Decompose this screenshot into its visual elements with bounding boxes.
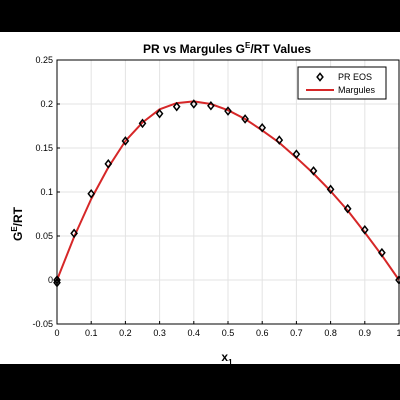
x-axis-label: x1 (221, 350, 233, 364)
chart-svg: PR vs Margules GE/RT Values 0 0.1 0.2 0.3 0.… (10, 41, 400, 364)
legend-label: Margules (338, 85, 376, 95)
pr-eos-data-point (87, 188, 96, 199)
y-tick-label: 0 (48, 275, 53, 285)
pr-eos-data-point (275, 135, 284, 145)
legend-label: PR EOS (338, 72, 372, 82)
legend-box (297, 66, 387, 100)
pr-eos-data-point (189, 99, 198, 109)
x-tick-label: 0.2 (119, 328, 132, 338)
x-tick-label: 0.9 (359, 328, 372, 338)
y-tick-label: -0.05 (32, 319, 53, 329)
pr-eos-data-point (241, 114, 249, 124)
pr-eos-data-point (138, 118, 147, 129)
margules-series-line (56, 100, 400, 281)
x-tick-label: 0 (54, 328, 59, 338)
pr-eos-data-point (172, 101, 181, 112)
axis-ticks: 0 0.1 0.2 0.3 0.4 0.5 0.6 0.7 0.8 0.9 1-0.0500.050… (32, 55, 400, 338)
series-layer (53, 99, 400, 288)
pr-eos-data-point (70, 228, 78, 239)
x-tick-label: 0.4 (188, 328, 201, 338)
pr-eos-data-point (309, 166, 318, 176)
pr-eos-data-point (121, 136, 130, 146)
plot-frame (56, 59, 400, 325)
chart-title: PR vs Margules GE/RT Values (143, 41, 311, 56)
pr-eos-data-point (224, 106, 232, 116)
x-tick-label: 0.5 (222, 328, 235, 338)
pr-eos-data-point (104, 159, 113, 169)
pr-eos-data-point (292, 149, 301, 159)
chart-figure: PR vs Margules GE/RT Values 0 0.1 0.2 0.3 0.… (0, 32, 400, 364)
legend-marker-pr-eos (316, 72, 324, 82)
y-tick-label: 0.15 (35, 143, 53, 153)
y-axis-label: GE/RT (10, 206, 25, 241)
pr-eos-data-point (378, 247, 386, 258)
grid-lines (56, 59, 400, 325)
pr-eos-data-point (360, 225, 369, 235)
x-tick-label: 0.3 (153, 328, 166, 338)
pr-eos-data-point (155, 108, 164, 119)
x-tick-label: 1 (396, 328, 400, 338)
x-tick-label: 0.1 (85, 328, 98, 338)
x-tick-label: 0.6 (256, 328, 269, 338)
pr-eos-data-point (343, 203, 352, 214)
x-tick-label: 0.8 (324, 328, 337, 338)
y-tick-label: 0.05 (35, 231, 53, 241)
legend: PR EOS Margules (297, 66, 387, 100)
y-tick-label: 0.2 (40, 99, 53, 109)
pr-eos-data-point (258, 122, 267, 133)
pr-eos-data-point (326, 184, 335, 195)
pr-eos-data-point (207, 100, 215, 111)
x-tick-label: 0.7 (290, 328, 303, 338)
y-tick-label: 0.25 (35, 55, 53, 65)
y-tick-label: 0.1 (40, 187, 53, 197)
